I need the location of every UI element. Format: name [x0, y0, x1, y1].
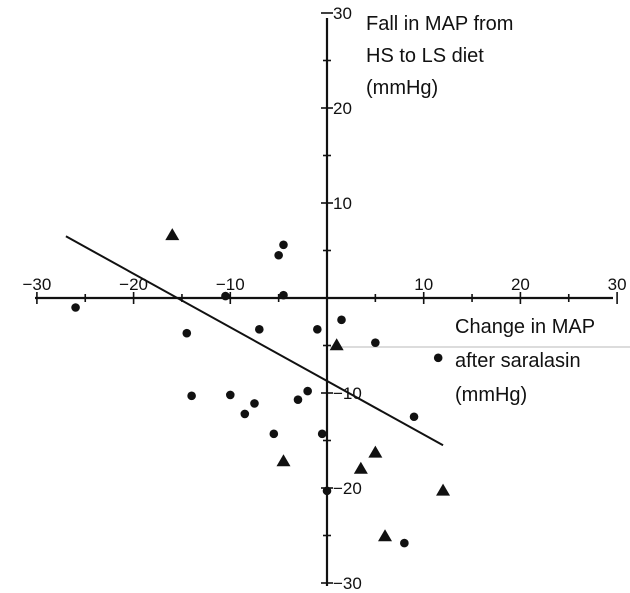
circle-point	[279, 240, 288, 250]
data-points	[71, 228, 451, 548]
x-axis-title-line-3: (mmHg)	[455, 384, 527, 406]
triangle-point	[436, 483, 451, 496]
circle-point	[226, 390, 235, 400]
x-tick-label: 10	[414, 275, 433, 294]
x-axis-title-line-2: after saralasin	[455, 350, 581, 372]
circle-point	[322, 486, 332, 496]
x-axis-title-line-1: Change in MAP	[455, 316, 595, 338]
circle-point	[317, 429, 327, 439]
y-tick-label: 10	[333, 194, 352, 213]
regression-line-group	[65, 235, 444, 447]
triangle-point	[353, 461, 368, 474]
x-tick-label: 30	[608, 275, 627, 294]
triangle-point	[368, 445, 383, 458]
y-axis-title-line-2: HS to LS diet	[366, 45, 484, 67]
circle-point	[293, 395, 303, 404]
circle-point	[303, 386, 312, 396]
circle-point	[400, 538, 409, 548]
x-tick-label: −10	[216, 275, 245, 294]
circle-point	[409, 412, 419, 422]
y-axis-title-line-3: (mmHg)	[366, 77, 438, 99]
x-tick-label: −30	[22, 275, 51, 294]
y-tick-label: −20	[333, 479, 362, 498]
y-axis-title-line-1: Fall in MAP from	[366, 13, 513, 35]
circle-point	[433, 353, 443, 363]
circle-point	[255, 325, 264, 334]
circle-point	[221, 291, 230, 301]
regression-line	[65, 235, 444, 447]
triangle-point	[378, 529, 393, 542]
circle-point	[71, 303, 80, 312]
triangle-point	[276, 454, 291, 467]
circle-point	[313, 325, 322, 334]
circle-point	[274, 250, 283, 260]
circle-point	[187, 391, 196, 401]
circle-point	[337, 315, 346, 325]
circle-point	[269, 429, 279, 439]
circle-point	[371, 338, 380, 347]
circle-point	[240, 409, 250, 419]
triangle-point	[165, 228, 180, 241]
circle-point	[250, 399, 259, 408]
x-tick-label: −20	[119, 275, 148, 294]
triangle-point	[329, 338, 344, 351]
circle-point	[279, 290, 288, 300]
x-tick-label: 20	[511, 275, 530, 294]
circle-point	[182, 328, 192, 338]
y-tick-label: −30	[333, 574, 362, 593]
y-tick-label: 20	[333, 99, 352, 118]
y-tick-label: 30	[333, 4, 352, 23]
